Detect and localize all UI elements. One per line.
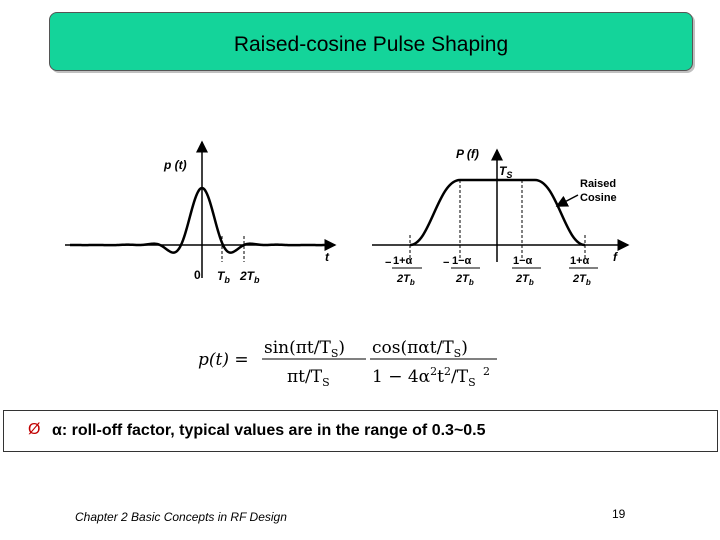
freq-ylabel: P (f) bbox=[456, 147, 479, 161]
svg-text:1−α: 1−α bbox=[452, 255, 472, 267]
footer-chapter: Chapter 2 Basic Concepts in RF Design bbox=[75, 510, 287, 524]
svg-text:1+α: 1+α bbox=[393, 255, 413, 267]
svg-text:cos(παt/TS): cos(παt/TS) bbox=[372, 338, 468, 360]
freq-tick-2: − 1−α 2Tb bbox=[443, 255, 480, 287]
raised-cosine-curve bbox=[409, 178, 586, 247]
svg-text:−: − bbox=[443, 257, 449, 269]
svg-text:2: 2 bbox=[483, 365, 490, 378]
time-tick-2tb: 2Tb bbox=[239, 269, 260, 285]
time-tick-tb: Tb bbox=[217, 269, 230, 285]
svg-text:−: − bbox=[385, 257, 391, 269]
slide-title: Raised-cosine Pulse Shaping bbox=[233, 33, 509, 56]
freq-tick-1: − 1+α 2Tb bbox=[385, 255, 422, 287]
svg-text:1+α: 1+α bbox=[570, 255, 590, 267]
pulse-formula: p(t) = sin(πt/TS) πt/TS cos(παt/TS) 1 − … bbox=[198, 338, 497, 389]
annotation-cosine: Cosine bbox=[580, 192, 617, 204]
annotation-arrow bbox=[555, 194, 579, 207]
freq-tick-3: 1−α 2Tb bbox=[512, 255, 541, 287]
freq-xlabel: f bbox=[613, 250, 618, 264]
svg-text:2Tb: 2Tb bbox=[455, 273, 474, 287]
bullet-box: Ø α: roll-off factor, typical values are… bbox=[3, 410, 718, 452]
svg-text:2Tb: 2Tb bbox=[572, 273, 591, 287]
time-xlabel: t bbox=[325, 250, 330, 264]
ts-label: TS bbox=[499, 164, 512, 180]
bullet-arrow-icon: Ø bbox=[28, 421, 41, 438]
svg-text:2Tb: 2Tb bbox=[396, 273, 415, 287]
svg-text:πt/TS: πt/TS bbox=[287, 367, 330, 389]
time-pulse-curve bbox=[70, 186, 331, 254]
bullet-text: α: roll-off factor, typical values are i… bbox=[52, 422, 486, 439]
page-number: 19 bbox=[612, 507, 626, 521]
title-banner: Raised-cosine Pulse Shaping bbox=[49, 12, 693, 71]
svg-text:p(t) =: p(t) = bbox=[198, 350, 249, 370]
svg-text:2Tb: 2Tb bbox=[515, 273, 534, 287]
svg-text:sin(πt/TS): sin(πt/TS) bbox=[264, 338, 345, 360]
svg-text:1−α: 1−α bbox=[513, 255, 533, 267]
time-tick-0: 0 bbox=[194, 268, 201, 282]
svg-text:1 − 4α2t2/TS: 1 − 4α2t2/TS bbox=[372, 365, 476, 389]
freq-tick-4: 1+α 2Tb bbox=[569, 255, 598, 287]
time-ylabel: p (t) bbox=[163, 158, 187, 172]
annotation-raised: Raised bbox=[580, 178, 616, 190]
